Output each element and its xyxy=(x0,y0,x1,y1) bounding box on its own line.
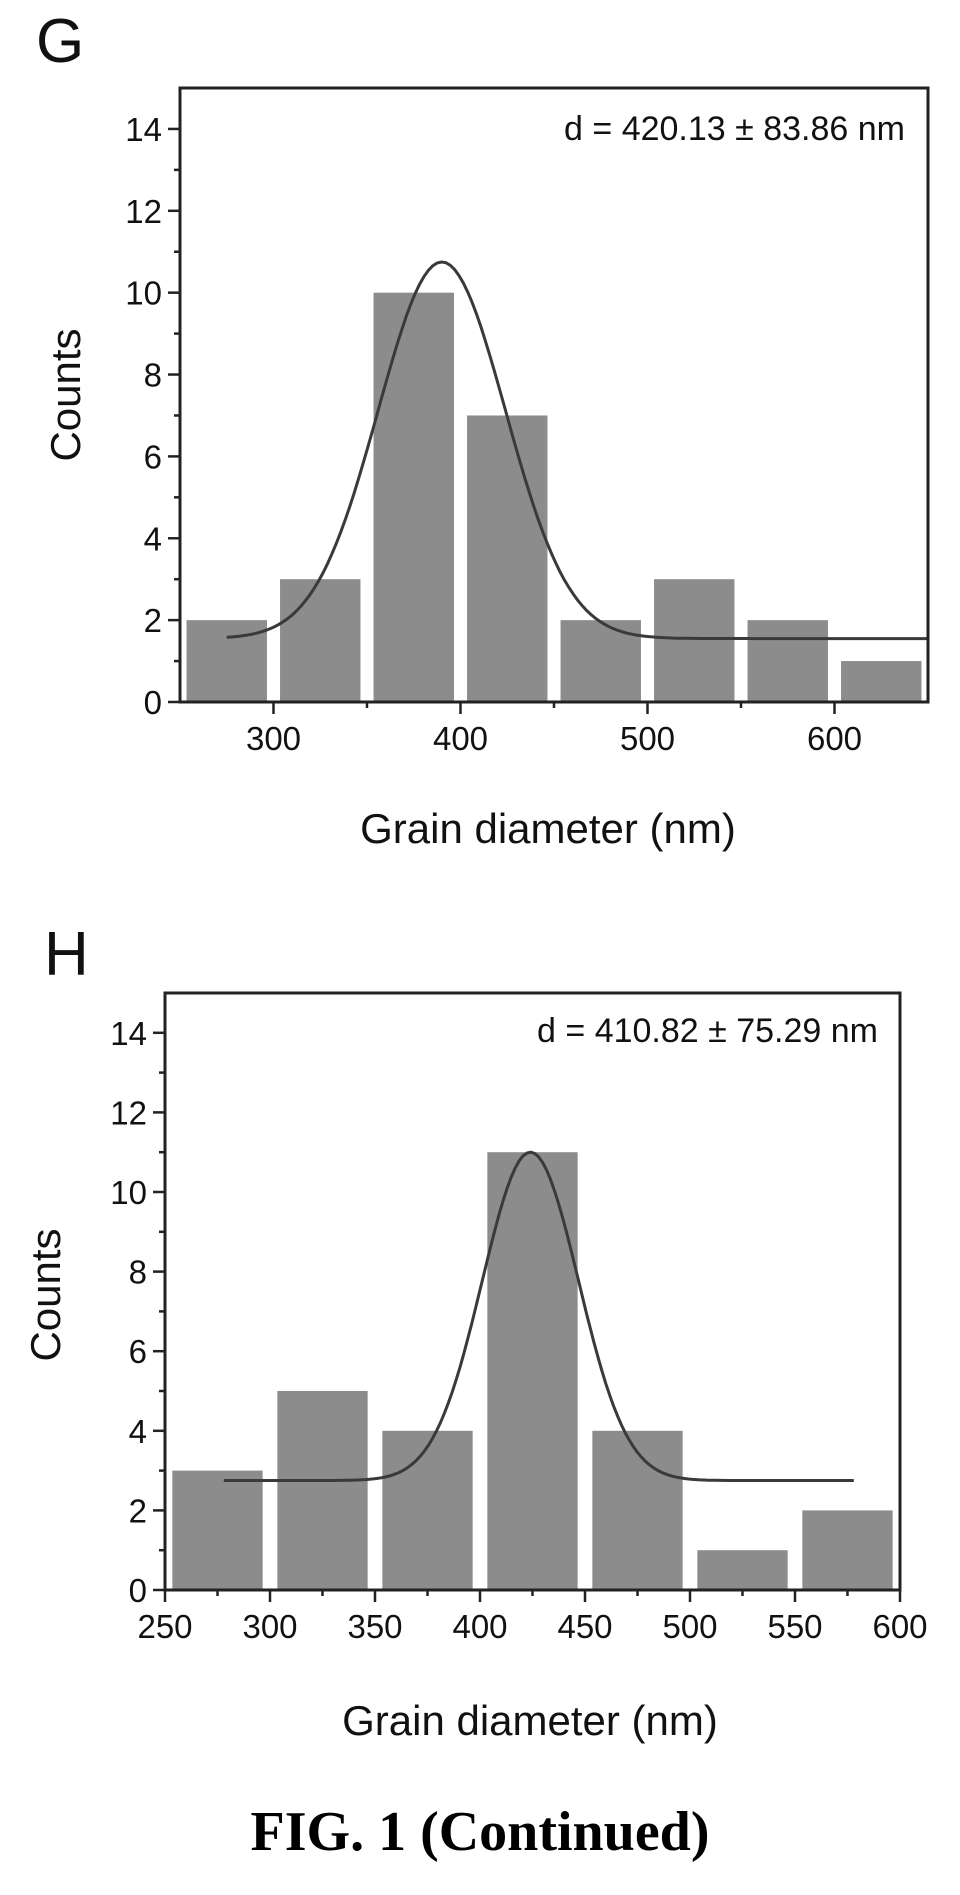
x-tick-label: 500 xyxy=(662,1608,717,1645)
y-tick-label: 0 xyxy=(129,1572,147,1609)
gaussian-fit-line xyxy=(226,260,928,641)
panel-g: G d = 420.13 ± 83.86 nm Grain diameter (… xyxy=(36,7,930,852)
x-axis-label: Grain diameter (nm) xyxy=(342,1697,718,1744)
panel-h: H d = 410.82 ± 75.29 nm Grain diameter (… xyxy=(22,920,928,1744)
figure-caption: FIG. 1 (Continued) xyxy=(251,1801,710,1863)
y-tick-label: 10 xyxy=(110,1174,147,1211)
histogram-bar xyxy=(467,415,548,702)
histogram-bar xyxy=(802,1510,893,1590)
x-tick-label: 400 xyxy=(433,720,488,757)
histogram-bar xyxy=(487,1152,578,1590)
histogram-bar xyxy=(654,579,735,702)
y-tick-label: 0 xyxy=(144,684,162,721)
y-tick-label: 14 xyxy=(125,111,162,148)
x-tick-label: 450 xyxy=(557,1608,612,1645)
x-tick-label: 350 xyxy=(347,1608,402,1645)
x-tick-label: 250 xyxy=(137,1608,192,1645)
histogram-bar xyxy=(592,1430,683,1590)
y-tick-label: 2 xyxy=(144,602,162,639)
y-tick-label: 2 xyxy=(129,1492,147,1529)
y-tick-label: 10 xyxy=(125,275,162,312)
histogram-bar xyxy=(277,1391,368,1590)
x-tick-label: 600 xyxy=(807,720,862,757)
y-tick-label: 8 xyxy=(144,357,162,394)
histogram-bar xyxy=(382,1430,473,1590)
histogram-bar xyxy=(373,292,454,702)
y-axis-label: Counts xyxy=(22,1228,69,1361)
annotation: d = 410.82 ± 75.29 nm xyxy=(537,1012,878,1050)
x-tick-label: 400 xyxy=(452,1608,507,1645)
panel-letter: G xyxy=(36,7,84,76)
histogram-bar xyxy=(841,661,922,702)
y-tick-label: 12 xyxy=(110,1094,147,1131)
y-axis-label: Counts xyxy=(42,328,89,461)
y-tick-label: 4 xyxy=(129,1413,147,1450)
x-tick-label: 300 xyxy=(242,1608,297,1645)
annotation: d = 420.13 ± 83.86 nm xyxy=(564,110,905,148)
y-tick-label: 14 xyxy=(110,1015,147,1052)
x-axis-label: Grain diameter (nm) xyxy=(360,805,736,852)
histogram-bar xyxy=(280,579,361,702)
gaussian-fit-line xyxy=(223,1150,854,1482)
x-tick-label: 500 xyxy=(620,720,675,757)
x-tick-label: 550 xyxy=(767,1608,822,1645)
y-tick-label: 8 xyxy=(129,1254,147,1291)
panel-letter: H xyxy=(44,920,89,989)
histogram-bar xyxy=(172,1470,263,1590)
x-tick-label: 600 xyxy=(872,1608,927,1645)
x-tick-label: 300 xyxy=(246,720,301,757)
y-tick-label: 6 xyxy=(129,1333,147,1370)
y-tick-label: 6 xyxy=(144,438,162,475)
histogram-bar xyxy=(697,1550,788,1590)
y-tick-label: 12 xyxy=(125,193,162,230)
histogram-bar xyxy=(747,620,828,702)
y-tick-label: 4 xyxy=(144,520,162,557)
